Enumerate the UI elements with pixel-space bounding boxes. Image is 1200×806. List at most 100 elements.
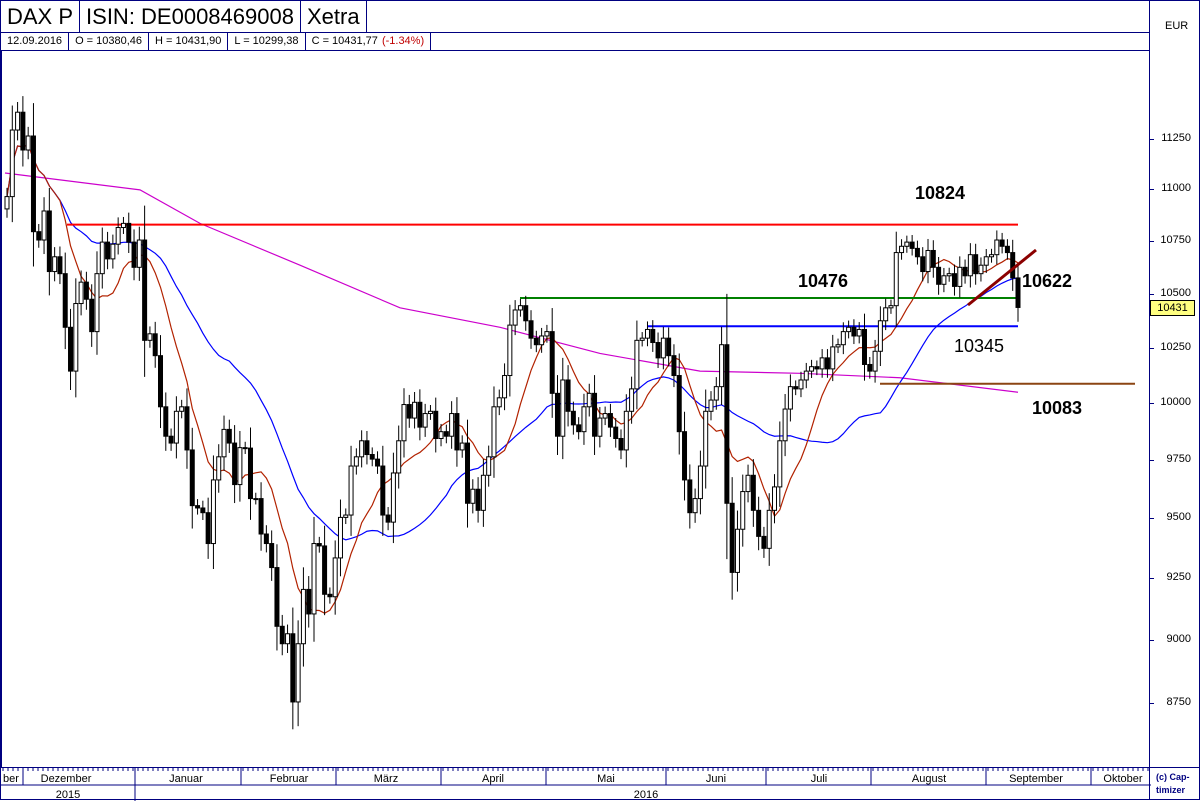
candle [713, 377, 719, 410]
month-label: März [374, 773, 398, 785]
candle [401, 388, 407, 458]
y-tick-label: 9750 [1166, 453, 1191, 466]
candle [560, 357, 566, 460]
candle [184, 388, 190, 469]
candle-body [274, 567, 280, 627]
candle [650, 320, 656, 352]
candle [523, 295, 529, 331]
candle [777, 421, 783, 507]
title-bar: DAX P ISIN: DE0008469008 Xetra [0, 0, 1150, 33]
candle [52, 247, 58, 282]
candle [279, 614, 285, 656]
candle [554, 375, 560, 455]
candle-body [359, 440, 365, 458]
candle [517, 299, 523, 317]
candle-body [581, 406, 587, 433]
candle [237, 430, 243, 502]
candle-body [46, 210, 52, 273]
candle-body [729, 502, 735, 573]
candle-body [893, 252, 899, 307]
candle [359, 430, 365, 468]
candle-body [459, 442, 465, 451]
candle-body [465, 442, 471, 504]
candle [544, 324, 550, 343]
candle-body [247, 447, 253, 500]
candle [369, 447, 375, 467]
candle-body [406, 404, 412, 419]
candle-body [163, 406, 169, 437]
candle [337, 499, 343, 577]
candle [930, 240, 936, 278]
candle [512, 300, 518, 336]
candle [258, 482, 264, 551]
candle [427, 404, 433, 420]
candle-body [115, 227, 121, 245]
candle [375, 451, 381, 474]
candle [348, 445, 354, 536]
candle [115, 217, 121, 255]
candle-body [242, 447, 248, 450]
candle [793, 380, 799, 396]
candle [597, 407, 603, 448]
candle-body [306, 588, 312, 615]
candle-body [375, 458, 381, 467]
candle-body [623, 410, 629, 451]
candle-body [322, 545, 328, 595]
candle-body [607, 413, 613, 428]
candle [756, 496, 762, 551]
candle-body [427, 410, 433, 415]
candle-body [269, 543, 275, 569]
candle-body [798, 379, 804, 390]
candle [592, 375, 598, 455]
candle [163, 392, 169, 451]
mid-moving-average [6, 143, 1019, 541]
candle [41, 197, 47, 255]
candle-body [861, 328, 867, 365]
candle [332, 540, 338, 615]
candle [491, 386, 497, 478]
y-tick-label: 8750 [1166, 695, 1191, 708]
y-tick-label: 10000 [1160, 396, 1191, 409]
low-value: L = 10299,38 [228, 33, 306, 50]
candle-body [692, 498, 698, 514]
candle-body [210, 479, 216, 545]
candle-body [941, 275, 947, 285]
candle [221, 415, 227, 471]
candle-body [734, 528, 740, 573]
candle-body [491, 406, 497, 458]
candle-body [295, 643, 301, 703]
y-tick [1150, 702, 1154, 704]
candle-body [158, 355, 164, 408]
candle [269, 530, 275, 581]
candle-body [195, 505, 201, 509]
open-value: O = 10380,46 [69, 33, 150, 50]
candle [682, 411, 688, 501]
candle [158, 335, 164, 429]
candle-body [258, 498, 264, 535]
candle [57, 246, 63, 285]
candle-body [697, 465, 703, 500]
candle [814, 360, 820, 376]
candle [899, 239, 905, 260]
candle [36, 224, 42, 248]
candle-body [883, 307, 889, 322]
candle [750, 459, 756, 527]
change-percent: (-1.34%) [381, 35, 425, 47]
candle-body [528, 320, 534, 339]
y-tick [1150, 639, 1154, 641]
candle [210, 455, 216, 570]
candle-body [644, 328, 650, 339]
candle-body [25, 135, 31, 151]
candle [343, 508, 349, 525]
trendline [967, 248, 1037, 307]
candle-body [994, 239, 1000, 256]
candle-body [565, 379, 571, 412]
candle-body [999, 239, 1005, 247]
candle [888, 299, 894, 314]
candle [983, 249, 989, 274]
candle-body [263, 533, 269, 545]
candle [570, 401, 576, 435]
candle-body [173, 410, 179, 444]
candle [480, 459, 486, 527]
candle-body [660, 337, 666, 359]
